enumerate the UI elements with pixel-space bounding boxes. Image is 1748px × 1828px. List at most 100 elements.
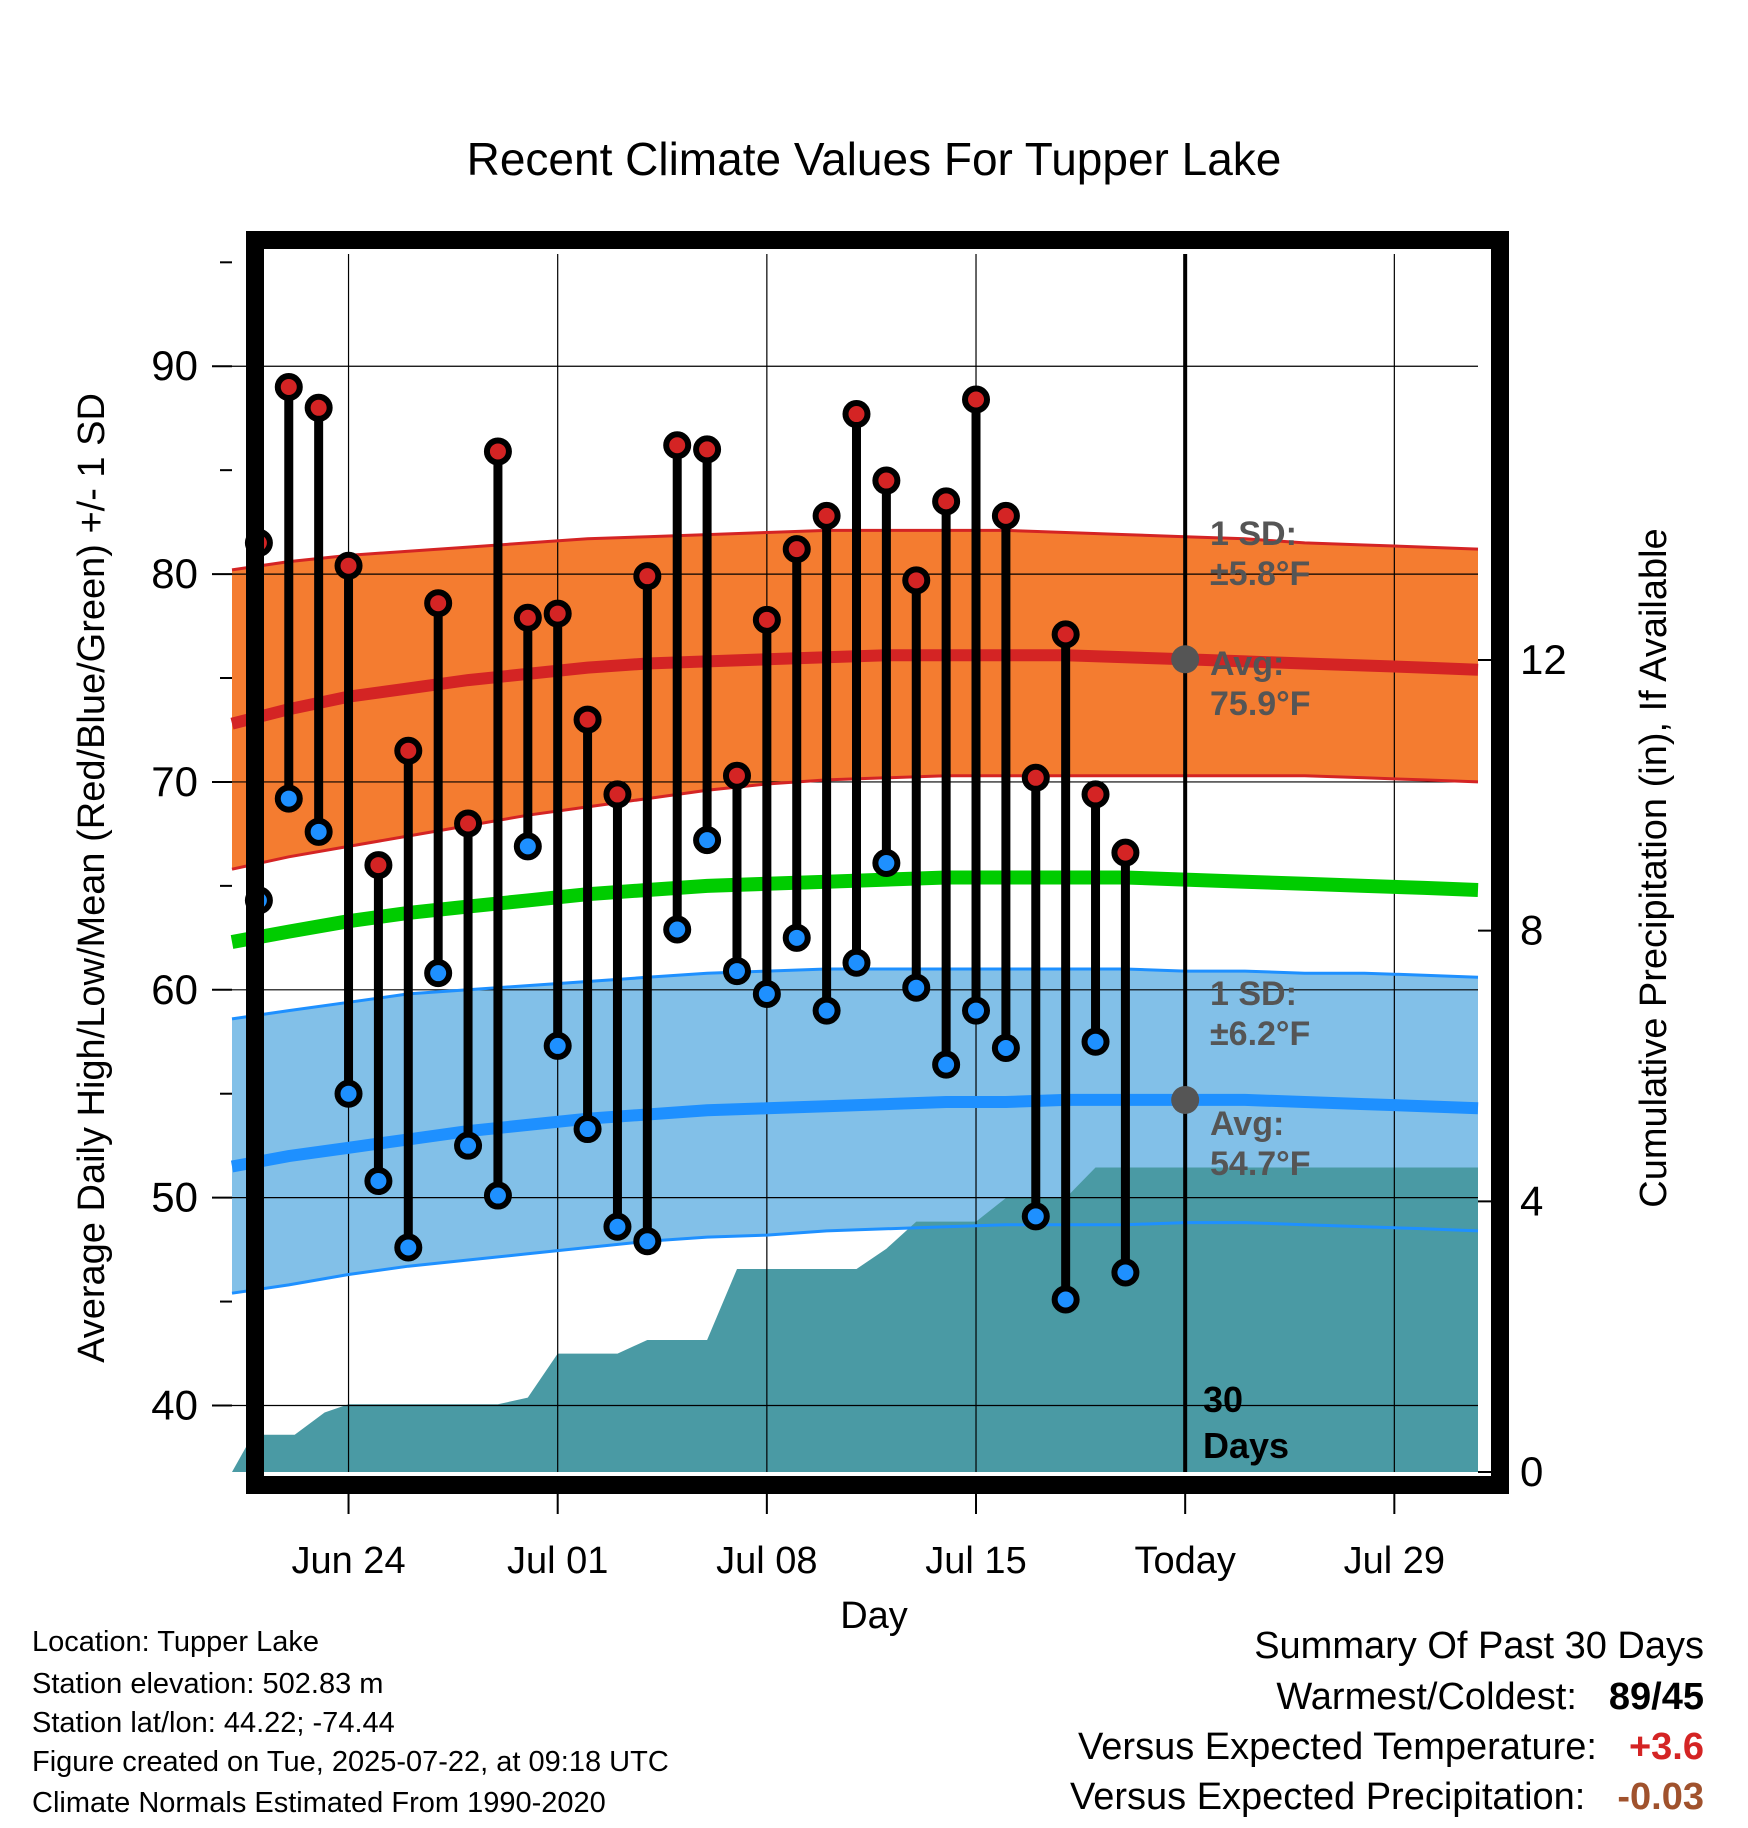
x-tick-label: Jul 01 xyxy=(507,1540,608,1582)
daily-low-point xyxy=(1081,1027,1110,1056)
x-tick-label: Jul 08 xyxy=(716,1540,817,1582)
daily-low-point xyxy=(663,915,692,944)
days-count-label: 30 xyxy=(1203,1379,1243,1420)
daily-high-point xyxy=(932,487,961,516)
daily-high-point xyxy=(334,551,363,580)
daily-high-point xyxy=(962,385,991,414)
high-sd-annotation: 1 SD: xyxy=(1210,515,1297,553)
daily-low-point xyxy=(902,973,931,1002)
summary-temp: Versus Expected Temperature: +3.6 xyxy=(1078,1726,1704,1769)
low-avg-annotation: 54.7°F xyxy=(1210,1145,1311,1183)
daily-low-point xyxy=(304,817,333,846)
daily-low-point xyxy=(633,1227,662,1256)
y-right-tick-label: 0 xyxy=(1520,1448,1543,1495)
high-sd-annotation: ±5.8°F xyxy=(1210,555,1310,593)
x-axis-label: Day xyxy=(840,1595,908,1637)
footer-created: Figure created on Tue, 2025-07-22, at 09… xyxy=(32,1746,669,1778)
daily-low-point xyxy=(991,1033,1020,1062)
daily-high-point xyxy=(603,780,632,809)
daily-low-point xyxy=(932,1050,961,1079)
y-left-axis-label: Average Daily High/Low/Mean (Red/Blue/Gr… xyxy=(71,393,113,1363)
daily-high-point xyxy=(573,705,602,734)
summary-precip-value: -0.03 xyxy=(1617,1776,1704,1818)
daily-high-point xyxy=(513,603,542,632)
daily-high-point xyxy=(872,466,901,495)
summary-precip-label: Versus Expected Precipitation: xyxy=(1069,1776,1586,1818)
daily-low-point xyxy=(573,1115,602,1144)
daily-high-point xyxy=(364,851,393,880)
daily-high-point xyxy=(424,589,453,618)
low-sd-lower-line xyxy=(231,1221,1479,1295)
daily-high-point xyxy=(842,400,871,429)
summary-title: Summary Of Past 30 Days xyxy=(1254,1625,1704,1667)
summary-warmest-coldest: Warmest/Coldest: 89/45 xyxy=(1276,1676,1704,1719)
daily-high-point xyxy=(902,566,931,595)
daily-low-point xyxy=(483,1181,512,1210)
high-avg-annotation: Avg: xyxy=(1210,645,1284,683)
y-right-tick-label: 4 xyxy=(1520,1177,1543,1224)
y-right-tick-label: 8 xyxy=(1520,907,1543,954)
daily-high-point xyxy=(543,599,572,628)
daily-high-point xyxy=(812,501,841,530)
daily-low-point xyxy=(962,996,991,1025)
today-high-normal-marker xyxy=(1171,645,1200,674)
daily-high-point xyxy=(304,393,333,422)
footer-latlon: Station lat/lon: 44.22; -74.44 xyxy=(32,1707,395,1739)
text-layer: Recent Climate Values For Tupper Lake Day… xyxy=(71,133,1675,1637)
daily-high-point xyxy=(722,761,751,790)
footer-normals: Climate Normals Estimated From 1990-2020 xyxy=(32,1787,606,1819)
x-tick-label: Jun 24 xyxy=(291,1540,405,1582)
today-low-normal-marker xyxy=(1171,1085,1200,1114)
daily-low-point xyxy=(424,959,453,988)
summary-precip: Versus Expected Precipitation: -0.03 xyxy=(1070,1776,1704,1819)
daily-high-point xyxy=(274,373,303,402)
daily-low-point xyxy=(1021,1202,1050,1231)
daily-low-point xyxy=(722,957,751,986)
daily-low-point xyxy=(454,1131,483,1160)
daily-low-point xyxy=(364,1167,393,1196)
daily-high-point xyxy=(663,431,692,460)
daily-high-point xyxy=(693,435,722,464)
daily-high-point xyxy=(1111,838,1140,867)
y-right-axis-label: Cumulative Precipitation (in), If Availa… xyxy=(1633,528,1675,1207)
y-left-tick-label: 70 xyxy=(151,758,198,805)
low-sd-annotation: 1 SD: xyxy=(1210,975,1297,1013)
y-left-tick-label: 90 xyxy=(151,342,198,389)
y-left-tick-label: 60 xyxy=(151,966,198,1013)
footer-elevation: Station elevation: 502.83 m xyxy=(32,1668,384,1700)
daily-low-point xyxy=(872,849,901,877)
daily-low-point xyxy=(394,1233,423,1262)
x-tick-label: Jul 29 xyxy=(1344,1540,1445,1582)
y-left-tick-label: 40 xyxy=(151,1381,198,1428)
x-tick-label: Jul 15 xyxy=(925,1540,1026,1582)
y-left-tick-label: 50 xyxy=(151,1174,198,1221)
summary-warmest-coldest-label: Warmest/Coldest: xyxy=(1276,1676,1577,1718)
summary-temp-value: +3.6 xyxy=(1628,1726,1704,1768)
days-count-label: Days xyxy=(1203,1425,1289,1466)
daily-low-point xyxy=(543,1031,572,1060)
daily-high-point xyxy=(394,736,423,765)
daily-low-point xyxy=(603,1212,632,1241)
daily-low-point xyxy=(274,784,303,813)
summary-temp-label: Versus Expected Temperature: xyxy=(1078,1726,1597,1768)
daily-low-point xyxy=(842,948,871,977)
daily-low-point xyxy=(1051,1285,1080,1314)
precip-area xyxy=(232,1167,1478,1472)
x-tick-label: Today xyxy=(1134,1540,1235,1582)
summary-warmest-coldest-value: 89/45 xyxy=(1608,1676,1704,1718)
y-left-tick-label: 80 xyxy=(151,550,198,597)
daily-low-point xyxy=(334,1079,363,1108)
chart-title: Recent Climate Values For Tupper Lake xyxy=(467,133,1282,185)
daily-low-point xyxy=(812,996,841,1025)
bands-layer xyxy=(232,530,1478,1472)
daily-low-point xyxy=(752,979,781,1008)
daily-high-point xyxy=(454,809,483,838)
daily-high-point xyxy=(991,501,1020,530)
footer-location: Location: Tupper Lake xyxy=(32,1626,319,1658)
y-right-tick-label: 12 xyxy=(1520,636,1567,683)
normal-low-line xyxy=(230,1093,1479,1173)
low-sd-annotation: ±6.2°F xyxy=(1210,1015,1310,1053)
high-avg-annotation: 75.9°F xyxy=(1210,685,1311,723)
daily-low-point xyxy=(782,923,811,952)
daily-low-point xyxy=(693,826,722,855)
